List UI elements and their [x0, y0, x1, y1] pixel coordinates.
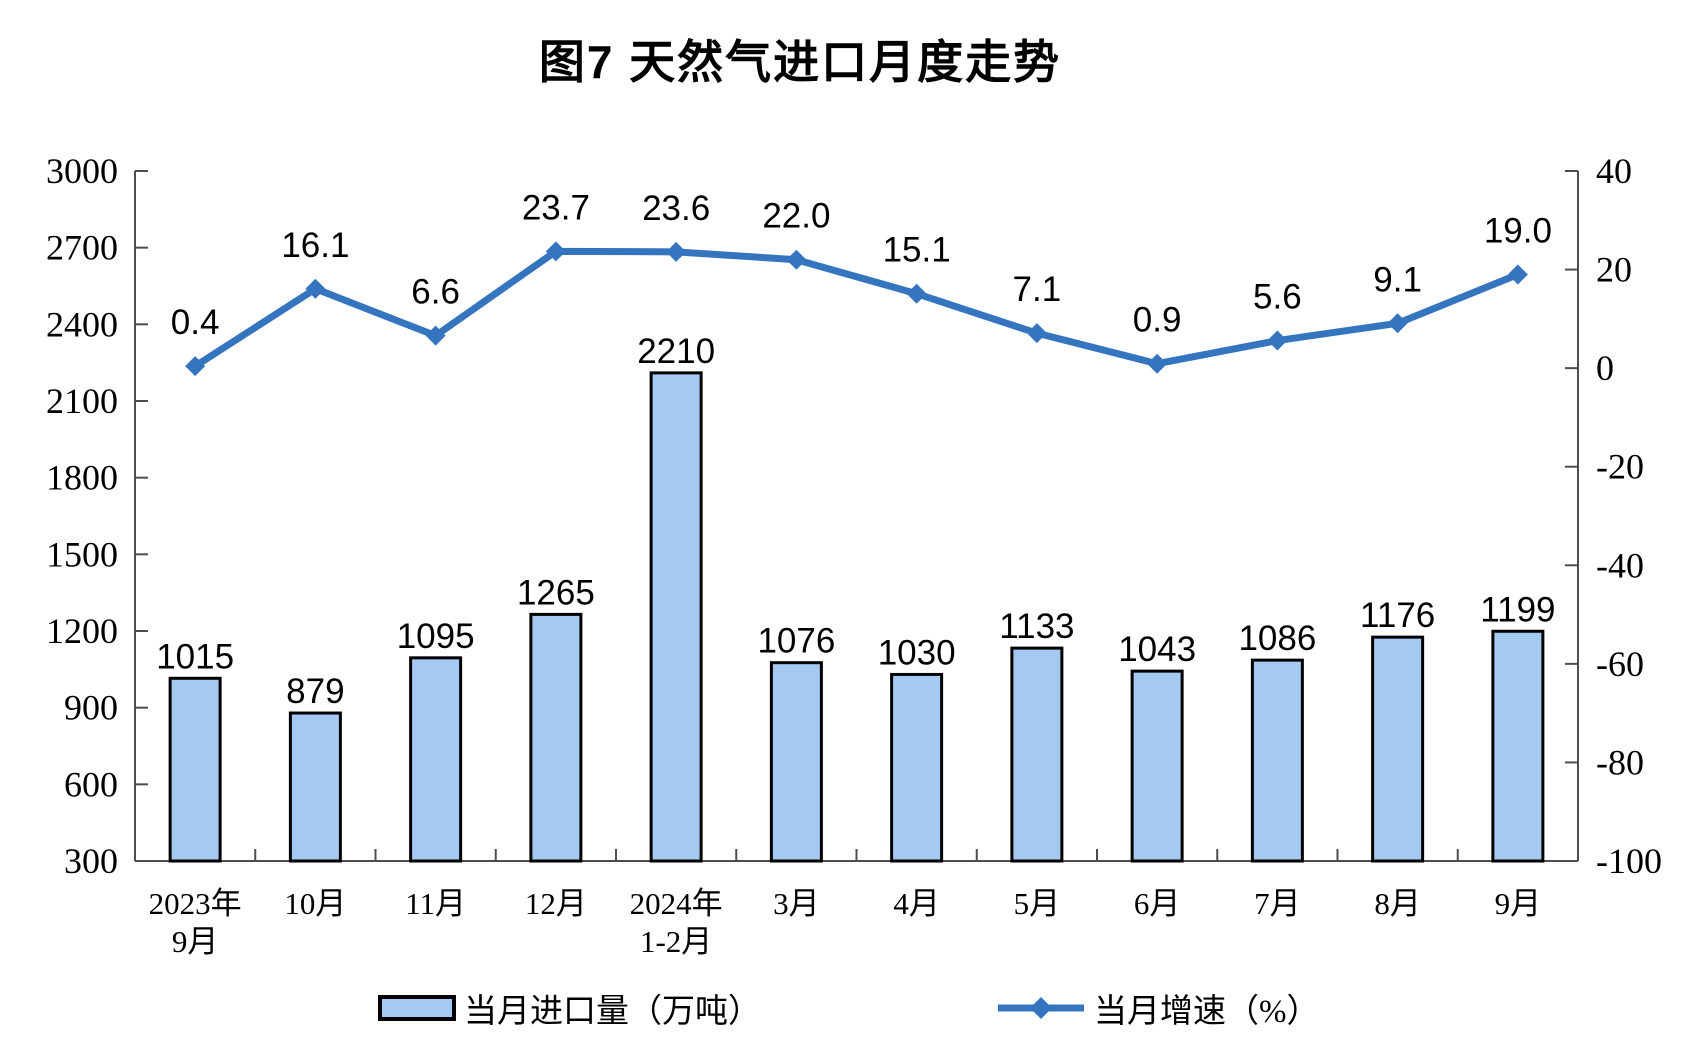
line-point-marker — [545, 241, 566, 262]
bar-value-label: 1265 — [517, 573, 595, 612]
left-axis-tick-label: 300 — [64, 841, 118, 881]
line-series: 0.4 16.1 6.6 23.7 23.6 22.0 15.1 7.1 0.9 5.6 9.1 19… — [171, 188, 1552, 377]
bar — [168, 676, 222, 863]
line-point-marker — [425, 325, 446, 346]
line-value-label: 23.6 — [642, 189, 710, 228]
bar-value-label: 1076 — [757, 622, 835, 661]
bar-value-label: 1133 — [999, 607, 1074, 646]
line-point-marker — [906, 283, 927, 304]
right-axis-tick-label: 40 — [1596, 151, 1632, 191]
right-axis-tick-label: -40 — [1596, 545, 1644, 585]
line-value-label: 22.0 — [762, 197, 830, 236]
right-axis-tick-label: -60 — [1596, 644, 1644, 684]
x-tick-label: 12月 — [525, 886, 587, 921]
right-axis-tick-label: 20 — [1596, 250, 1632, 290]
x-tick-label: 9月 — [172, 924, 219, 959]
line-value-label: 16.1 — [281, 226, 349, 265]
bar-value-label: 1030 — [878, 633, 956, 672]
line-value-label: 5.6 — [1253, 278, 1302, 317]
line-value-label: 0.9 — [1133, 301, 1182, 340]
bar — [890, 672, 944, 863]
x-tick-label: 2023年 — [149, 886, 242, 921]
bar-value-label: 1095 — [397, 617, 475, 656]
line-point-marker — [1507, 264, 1528, 285]
x-tick-label: 5月 — [1014, 886, 1061, 921]
line-point-marker — [1026, 323, 1047, 344]
x-tick-label: 8月 — [1374, 886, 1421, 921]
right-axis-tick-label: -20 — [1596, 447, 1644, 487]
legend-label-growth-rate: 当月增速（%） — [1094, 994, 1320, 1030]
growth-line — [193, 247, 1520, 370]
bar-series: 1015 879 1095 1265 2210 1076 1030 1133 1043 1086 1… — [156, 332, 1556, 863]
chart-title: 图7 天然气进口月度走势 — [538, 36, 1062, 88]
bar-value-label: 879 — [286, 672, 344, 711]
legend-item-import-volume: 当月进口量（万吨） — [378, 984, 761, 1032]
bar — [1491, 629, 1545, 863]
chart-legend: 当月进口量（万吨） 当月增速（%） — [0, 984, 1692, 1034]
bar — [529, 612, 583, 863]
left-axis-tick-label: 3000 — [46, 151, 118, 191]
bar — [1130, 669, 1184, 863]
line-point-marker — [1147, 353, 1168, 374]
x-tick-label: 10月 — [284, 886, 346, 921]
bar — [1010, 646, 1064, 863]
legend-label-import-volume: 当月进口量（万吨） — [464, 994, 761, 1030]
bar — [649, 371, 703, 863]
bar-value-label: 2210 — [637, 332, 715, 371]
x-tick-label: 3月 — [773, 886, 820, 921]
line-series-swatch-icon — [998, 997, 1084, 1019]
bar — [1371, 635, 1425, 863]
x-tick-label: 11月 — [405, 886, 466, 921]
left-axis-tick-label: 2700 — [46, 228, 118, 268]
left-axis-tick-label: 1500 — [46, 534, 118, 574]
left-axis-tick-label: 1800 — [46, 458, 118, 498]
right-axis-tick-label: -100 — [1596, 841, 1662, 881]
bar-value-label: 1199 — [1480, 590, 1555, 629]
line-point-marker — [185, 356, 206, 377]
line-value-label: 19.0 — [1484, 212, 1552, 251]
left-axis-tick-label: 2100 — [46, 381, 118, 421]
bar-value-label: 1043 — [1118, 630, 1196, 669]
left-axis-tick-label: 900 — [64, 688, 118, 728]
x-tick-label: 7月 — [1254, 886, 1301, 921]
axes: 300 600 900 1200 1500 1800 2100 2400 2700 3000 -10… — [46, 151, 1662, 881]
bar — [288, 711, 342, 863]
line-value-label: 23.7 — [522, 188, 590, 227]
line-point-marker — [786, 249, 807, 270]
right-axis-tick-label: -80 — [1596, 742, 1644, 782]
line-value-label: 7.1 — [1013, 270, 1062, 309]
line-value-label: 15.1 — [883, 231, 951, 270]
bar-series-swatch-icon — [378, 995, 456, 1021]
line-point-marker — [305, 278, 326, 299]
bar — [409, 656, 463, 863]
line-value-label: 6.6 — [411, 273, 460, 312]
bar — [1250, 658, 1304, 863]
line-point-marker — [1267, 330, 1288, 351]
bar-value-label: 1176 — [1360, 596, 1435, 635]
x-tick-label: 6月 — [1134, 886, 1181, 921]
line-point-marker — [1387, 313, 1408, 334]
x-tick-label: 4月 — [893, 886, 940, 921]
left-axis-tick-label: 1200 — [46, 611, 118, 651]
x-tick-label: 1-2月 — [640, 924, 712, 959]
line-value-label: 9.1 — [1373, 260, 1422, 299]
x-tick-label: 2024年 — [630, 886, 723, 921]
bar — [769, 661, 823, 863]
bar-value-label: 1015 — [156, 637, 234, 676]
line-point-marker — [666, 241, 687, 262]
right-axis-tick-label: 0 — [1596, 348, 1614, 388]
left-axis-tick-label: 2400 — [46, 304, 118, 344]
left-axis-tick-label: 600 — [64, 764, 118, 804]
legend-item-growth-rate: 当月增速（%） — [996, 984, 1320, 1032]
bar-value-label: 1086 — [1238, 619, 1316, 658]
line-value-label: 0.4 — [171, 303, 220, 342]
x-tick-label: 9月 — [1495, 886, 1542, 921]
